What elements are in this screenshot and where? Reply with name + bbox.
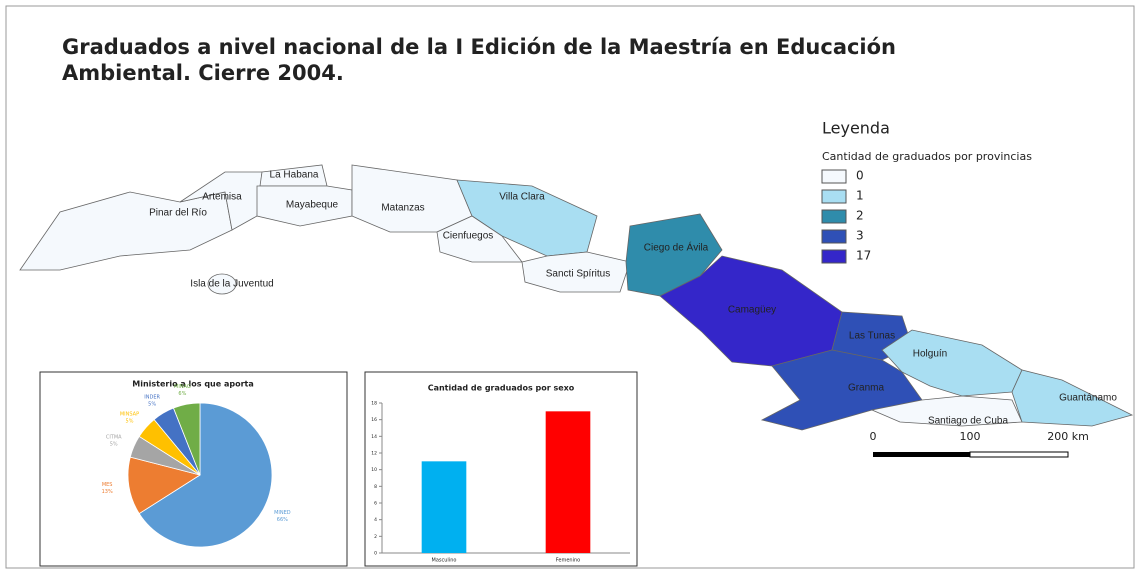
chart-title: Ministerio a los que aporta	[132, 380, 254, 389]
province-label: Matanzas	[381, 203, 424, 214]
legend-swatch	[821, 189, 847, 204]
pie-slice	[138, 402, 273, 548]
province-label: Las Tunas	[849, 331, 895, 342]
y-tick-label: 8	[374, 484, 377, 490]
province-label: Camagüey	[728, 305, 776, 316]
province-label: Artemisa	[202, 192, 242, 203]
province-label: Guantánamo	[1059, 393, 1117, 404]
legend-swatch	[821, 249, 847, 264]
legend-label: 3	[856, 229, 864, 243]
slice-name: MINED	[274, 510, 291, 516]
slice-name: CITMA	[106, 434, 122, 440]
scale-segment	[969, 451, 1069, 458]
slice-label: 5%	[148, 401, 156, 407]
province-label: Santiago de Cuba	[928, 416, 1009, 427]
slice-label: 66%	[277, 517, 288, 523]
province-label: Pinar del Río	[149, 208, 207, 219]
province-label: Villa Clara	[499, 192, 545, 203]
slice-name: MINAG	[174, 384, 191, 390]
x-tick-label: Masculino	[432, 558, 457, 564]
slice-label: 13%	[102, 489, 113, 495]
slice-name: MINSAP	[120, 412, 139, 418]
province-label: Mayabeque	[286, 200, 339, 211]
legend-label: 2	[856, 209, 864, 223]
pie-slice	[127, 456, 201, 515]
slice-label: 5%	[110, 441, 118, 447]
scale-segment	[873, 452, 970, 457]
province	[207, 273, 237, 295]
province-label: Sancti Spíritus	[546, 269, 610, 280]
province	[1011, 369, 1134, 427]
province-label: Cienfuegos	[443, 231, 494, 242]
legend-swatch	[821, 229, 847, 244]
y-tick-label: 14	[371, 434, 377, 440]
y-tick-label: 18	[371, 401, 377, 407]
bar	[545, 411, 591, 553]
y-tick-label: 0	[374, 551, 377, 557]
legend-swatch	[821, 169, 847, 184]
province-label: Isla de la Juventud	[190, 279, 273, 290]
slice-name: INDER	[144, 394, 160, 400]
slice-label: 5%	[126, 419, 134, 425]
scale-label: 100	[960, 430, 981, 443]
chart-title: Cantidad de graduados por sexo	[428, 384, 575, 393]
legend-swatch	[821, 209, 847, 224]
slice-name: MES	[102, 482, 113, 488]
province	[870, 395, 1023, 427]
bar	[421, 461, 467, 553]
province-label: Holguín	[913, 349, 947, 360]
map: Pinar del Río Artemisa La Habana Mayabeque M…	[19, 164, 1134, 431]
legend-label: 17	[856, 249, 871, 263]
title-line: Ambiental. Cierre 2004.	[62, 61, 344, 85]
legend-heading: Cantidad de graduados por provincias	[822, 150, 1032, 163]
province-label: La Habana	[270, 170, 319, 181]
x-tick-label: Femenino	[556, 558, 580, 564]
y-tick-label: 4	[374, 517, 377, 523]
y-tick-label: 2	[374, 534, 377, 540]
province-label: Granma	[848, 383, 885, 394]
y-tick-label: 6	[374, 501, 377, 507]
scale-label: 200 km	[1047, 430, 1089, 443]
y-tick-label: 16	[371, 417, 377, 423]
y-tick-label: 12	[371, 451, 377, 457]
province-label: Ciego de Ávila	[644, 241, 709, 254]
pie-slice	[172, 402, 201, 476]
y-tick-label: 10	[371, 467, 377, 473]
legend-label: 1	[856, 189, 864, 203]
bar-panel	[364, 371, 638, 567]
legend-title: Leyenda	[822, 119, 890, 138]
title-line: Graduados a nivel nacional de la I Edici…	[62, 35, 896, 59]
scale-label: 0	[870, 430, 877, 443]
province	[521, 251, 631, 293]
slice-label: 6%	[178, 391, 186, 397]
legend-label: 0	[856, 169, 864, 183]
